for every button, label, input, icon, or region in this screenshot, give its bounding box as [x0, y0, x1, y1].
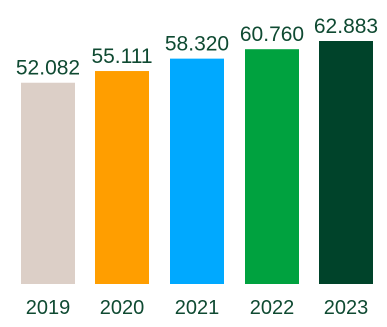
- x-axis-ticks: 2019 2020 2021 2022 2023: [26, 297, 369, 319]
- value-labels-group: 52.082 55.111 58.320 60.760 62.883: [16, 15, 378, 80]
- bar-2021: [170, 58, 224, 284]
- value-label-2019: 52.082: [16, 57, 80, 80]
- bar-2019: [21, 82, 75, 284]
- bar-2020: [95, 71, 149, 284]
- value-label-2020: 55.111: [91, 45, 152, 68]
- value-label-2023: 62.883: [314, 15, 378, 38]
- value-label-2021: 58.320: [165, 33, 229, 56]
- x-tick-2021: 2021: [175, 297, 220, 319]
- bars-group: [21, 41, 373, 284]
- bar-2023: [319, 41, 373, 284]
- x-tick-2023: 2023: [324, 297, 369, 319]
- x-tick-2022: 2022: [250, 297, 295, 319]
- x-tick-2020: 2020: [100, 297, 145, 319]
- value-label-2022: 60.760: [240, 23, 304, 46]
- x-tick-2019: 2019: [26, 297, 71, 319]
- bar-2022: [245, 49, 299, 284]
